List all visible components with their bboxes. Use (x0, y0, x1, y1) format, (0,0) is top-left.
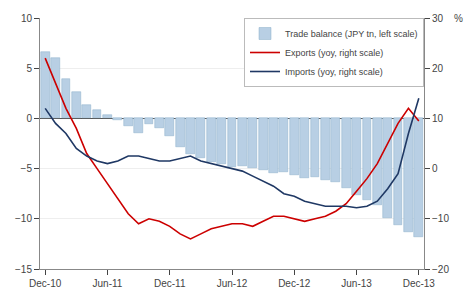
svg-text:Exports (yoy, right scale): Exports (yoy, right scale) (285, 48, 383, 58)
svg-text:Jun-13: Jun-13 (341, 278, 372, 289)
svg-text:10: 10 (432, 113, 444, 124)
svg-text:20: 20 (432, 63, 444, 74)
svg-text:10: 10 (21, 13, 33, 24)
svg-text:Dec-11: Dec-11 (154, 278, 186, 289)
svg-text:%: % (454, 13, 463, 24)
svg-text:Dec-10: Dec-10 (29, 278, 62, 289)
svg-text:−10: −10 (432, 213, 449, 224)
svg-text:−15: −15 (15, 264, 32, 275)
svg-text:−20: −20 (432, 264, 449, 275)
svg-text:Trade balance (JPY tn, left sc: Trade balance (JPY tn, left scale) (285, 29, 418, 39)
svg-text:−10: −10 (15, 213, 32, 224)
svg-text:Dec-12: Dec-12 (278, 278, 311, 289)
svg-text:Dec-13: Dec-13 (403, 278, 436, 289)
svg-text:30: 30 (432, 13, 444, 24)
svg-text:0: 0 (432, 163, 438, 174)
svg-text:Imports (yoy, right scale): Imports (yoy, right scale) (285, 67, 383, 77)
svg-text:Jun-11: Jun-11 (93, 278, 123, 289)
svg-text:0: 0 (26, 113, 32, 124)
svg-text:5: 5 (26, 63, 32, 74)
svg-text:Jun-12: Jun-12 (217, 278, 248, 289)
svg-text:−5: −5 (21, 163, 33, 174)
